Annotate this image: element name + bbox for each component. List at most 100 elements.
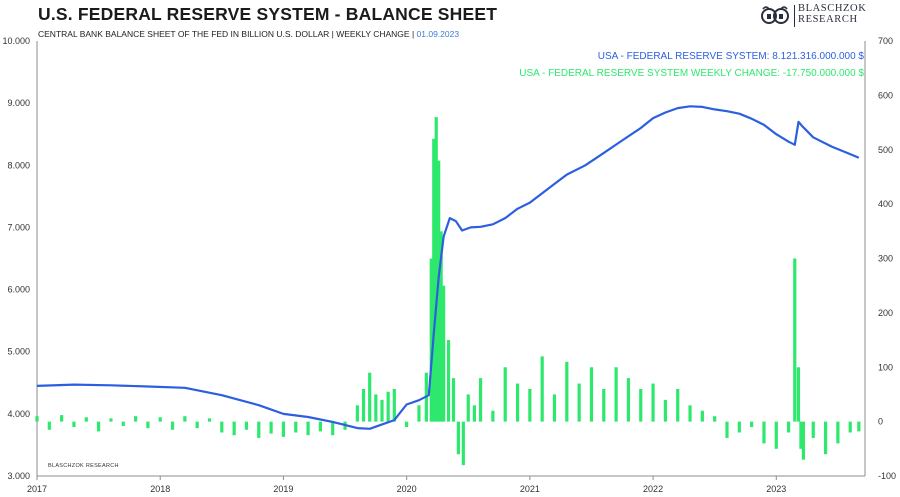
weekly-change-bar — [762, 421, 766, 444]
weekly-change-bar — [121, 421, 125, 426]
y-right-tick-label: 100 — [878, 362, 893, 372]
weekly-change-bar — [434, 117, 438, 422]
weekly-change-bar — [713, 416, 717, 422]
weekly-change-bar — [451, 378, 456, 422]
y-right-tick-label: 600 — [878, 90, 893, 100]
x-tick-label: 2018 — [150, 484, 170, 494]
y-left-tick-label: 6.000 — [7, 285, 30, 295]
weekly-change-bar — [503, 367, 507, 422]
weekly-change-bar — [577, 383, 581, 422]
weekly-change-bar — [60, 415, 64, 422]
weekly-change-bar — [220, 421, 224, 433]
weekly-change-bar — [195, 421, 199, 429]
weekly-change-bar — [793, 258, 797, 422]
weekly-change-bar — [429, 258, 433, 422]
weekly-change-bar — [368, 372, 372, 422]
weekly-change-bar — [207, 418, 212, 422]
weekly-change-bar — [97, 421, 101, 432]
weekly-change-bar — [626, 378, 631, 422]
weekly-change-bar — [528, 389, 532, 422]
weekly-change-bar — [446, 340, 451, 422]
weekly-change-bar — [472, 405, 477, 422]
balance-sheet-line — [36, 105, 860, 430]
x-tick-label: 2020 — [397, 484, 417, 494]
x-tick-label: 2021 — [520, 484, 540, 494]
weekly-change-bar — [750, 421, 754, 428]
y-left-tick-label: 7.000 — [7, 222, 30, 232]
weekly-change-bar — [848, 421, 852, 433]
y-left-tick-label: 9.000 — [7, 98, 30, 108]
weekly-change-bar — [515, 383, 520, 422]
weekly-change-bar — [318, 421, 322, 432]
weekly-change-bar — [491, 410, 495, 422]
y-right-tick-label: 500 — [878, 145, 893, 155]
y-left-tick-label: 8.000 — [7, 160, 30, 170]
weekly-change-bar — [432, 138, 436, 422]
weekly-change-bar — [552, 394, 557, 422]
weekly-change-bar — [158, 417, 162, 422]
y-right-tick-label: 300 — [878, 254, 893, 264]
weekly-change-bar — [461, 421, 465, 466]
brand-logo: BLASCHZOK RESEARCH — [760, 3, 890, 31]
weekly-change-bar — [257, 421, 261, 438]
weekly-change-bar — [35, 416, 39, 422]
weekly-change-bar — [183, 416, 187, 422]
weekly-change-bar — [361, 389, 366, 422]
weekly-change-bar — [269, 421, 273, 434]
watermark: BLASCHZOK RESEARCH — [48, 463, 119, 469]
logo-line-1: BLASCHZOK — [798, 3, 867, 14]
weekly-change-bar — [109, 418, 113, 422]
weekly-change-bar — [170, 421, 175, 430]
weekly-change-bar — [133, 416, 138, 422]
bull-bear-icon — [761, 6, 789, 24]
weekly-change-bar — [651, 383, 655, 422]
x-tick-label: 2023 — [766, 484, 786, 494]
chart-title: U.S. FEDERAL RESERVE SYSTEM - BALANCE SH… — [38, 4, 498, 24]
weekly-change-bar — [281, 421, 286, 437]
y-right-tick-label: 0 — [878, 417, 883, 427]
y-right-tick-label: 700 — [878, 36, 893, 46]
weekly-change-bar — [417, 405, 421, 422]
weekly-change-bar — [823, 421, 828, 455]
weekly-change-bar — [306, 421, 310, 436]
weekly-change-bar — [392, 389, 396, 422]
weekly-change-bar — [437, 160, 441, 422]
weekly-change-bar — [801, 421, 805, 460]
x-tick-label: 2019 — [273, 484, 293, 494]
logo-line-2: RESEARCH — [798, 14, 858, 25]
weekly-change-bar — [725, 421, 729, 438]
weekly-change-bar — [294, 421, 298, 433]
y-left-tick-label: 4.000 — [7, 409, 30, 419]
weekly-change-bar — [355, 405, 359, 422]
weekly-change-bar — [84, 417, 88, 422]
y-right-tick-label: 400 — [878, 199, 893, 209]
weekly-change-bar — [796, 367, 801, 422]
weekly-change-bar — [688, 405, 692, 422]
weekly-change-bar — [232, 421, 236, 436]
weekly-change-bar — [737, 421, 741, 433]
weekly-change-bar — [47, 421, 51, 430]
x-tick-label: 2022 — [643, 484, 663, 494]
weekly-change-bar — [466, 394, 470, 422]
logo-divider — [794, 5, 795, 27]
weekly-change-bar — [456, 421, 460, 455]
weekly-change-bar — [799, 421, 803, 449]
weekly-change-bar — [244, 421, 249, 430]
legend-balance: USA - FEDERAL RESERVE SYSTEM: 8.121.316.… — [597, 51, 864, 62]
weekly-change-bar — [602, 389, 606, 422]
weekly-change-bar — [439, 231, 443, 422]
weekly-change-bar — [478, 378, 483, 422]
weekly-change-bar — [72, 421, 76, 428]
y-left-tick-label: 10.000 — [2, 36, 30, 46]
y-right-tick-label: -100 — [878, 471, 896, 481]
weekly-change-bar — [565, 361, 569, 422]
weekly-change-bar — [787, 421, 791, 433]
subtitle-text: CENTRAL BANK BALANCE SHEET OF THE FED IN… — [38, 29, 415, 39]
y-left-tick-label: 3.000 — [7, 471, 30, 481]
y-left-tick-label: 5.000 — [7, 347, 30, 357]
x-tick-label: 2017 — [27, 484, 47, 494]
weekly-change-bar — [380, 399, 384, 422]
weekly-change-bar — [540, 356, 544, 422]
weekly-change-bar — [405, 421, 409, 428]
